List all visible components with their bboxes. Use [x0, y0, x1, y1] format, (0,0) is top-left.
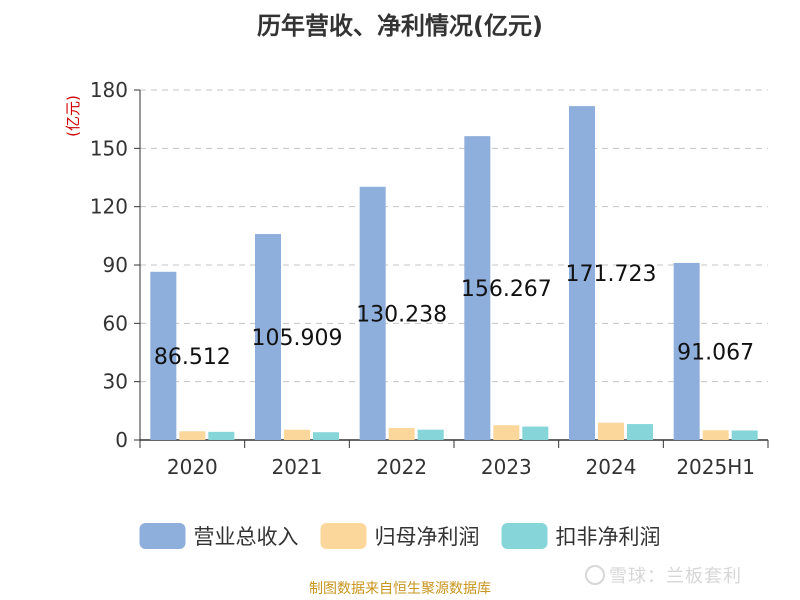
y-tick-label: 150	[90, 136, 128, 160]
bar-2	[388, 427, 415, 440]
data-label: 86.512	[154, 345, 231, 370]
y-tick-label: 0	[115, 428, 128, 452]
y-axis-label: (亿元)	[64, 95, 82, 137]
bar-2	[702, 430, 729, 440]
x-tick-label: 2025H1	[676, 455, 755, 479]
bar-3	[627, 424, 653, 440]
bar-2	[179, 431, 206, 440]
bar-3	[522, 426, 549, 440]
y-tick-label: 30	[103, 370, 128, 394]
x-tick-label: 2023	[481, 455, 532, 479]
data-label: 156.267	[461, 277, 552, 302]
bar-2	[598, 422, 624, 440]
chart-title: 历年营收、净利情况(亿元)	[257, 12, 543, 40]
legend-swatch	[139, 523, 186, 549]
legend-label: 营业总收入	[194, 525, 299, 549]
data-label: 171.723	[566, 262, 657, 287]
bar-2	[284, 429, 310, 440]
x-tick-label: 2021	[272, 455, 323, 479]
x-tick-label: 2024	[586, 455, 637, 479]
legend-label: 扣非净利润	[556, 525, 661, 549]
y-tick-label: 180	[90, 78, 128, 102]
source-note: 制图数据来自恒生聚源数据库	[309, 581, 491, 597]
bar-3	[731, 430, 758, 440]
y-tick-label: 120	[90, 195, 128, 219]
bar-2	[493, 425, 520, 440]
y-tick-label: 90	[103, 253, 128, 277]
watermark: 雪球：兰板套利	[585, 562, 742, 588]
bar-1	[359, 186, 386, 440]
x-tick-label: 2022	[376, 455, 427, 479]
data-label: 91.067	[677, 340, 754, 365]
bar-1	[255, 234, 281, 440]
bar-1	[464, 136, 491, 440]
y-tick-label: 60	[103, 311, 128, 335]
data-label: 105.909	[252, 326, 343, 351]
legend-swatch	[501, 523, 548, 549]
watermark-text: 雪球：兰板套利	[609, 566, 742, 587]
bar-1	[150, 271, 177, 440]
legend-swatch	[320, 523, 367, 549]
snowball-logo-icon	[585, 565, 605, 585]
data-label: 130.238	[356, 302, 447, 327]
bar-3	[208, 431, 235, 440]
bar-3	[417, 429, 444, 440]
bar-1	[569, 106, 595, 440]
bar-1	[673, 262, 700, 440]
bar-3	[313, 432, 339, 440]
legend-label: 归母净利润	[375, 525, 480, 549]
x-tick-label: 2020	[167, 455, 218, 479]
